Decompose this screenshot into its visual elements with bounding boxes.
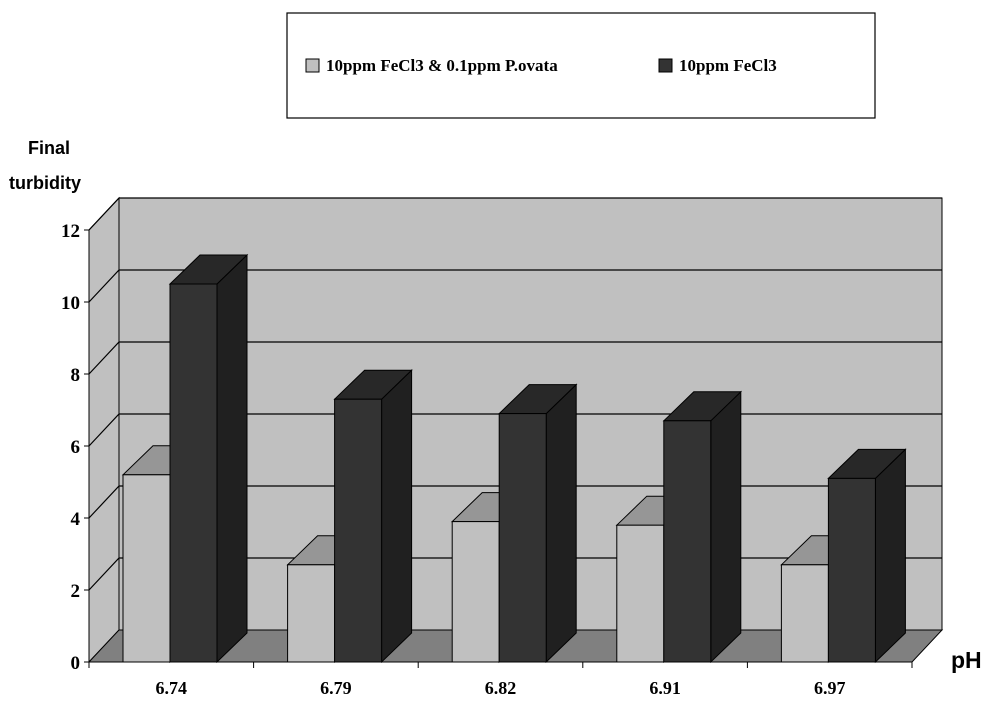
bar-front xyxy=(663,420,712,663)
bar-2-6.97 xyxy=(827,448,907,664)
bar-side xyxy=(710,390,742,664)
bar-front xyxy=(334,398,383,663)
legend: 10ppm FeCl3 & 0.1ppm P.ovata 10ppm FeCl3 xyxy=(286,12,876,119)
bar-front xyxy=(780,564,829,663)
bar-side xyxy=(874,448,906,664)
bar-front xyxy=(287,564,336,663)
legend-label-series-2: 10ppm FeCl3 xyxy=(679,56,777,75)
x-axis: 6.74 6.79 6.82 6.91 6.97 xyxy=(88,661,913,698)
y-tick-label: 2 xyxy=(71,581,81,602)
bar-front xyxy=(169,283,218,663)
y-axis: 0 2 4 6 8 10 12 xyxy=(61,221,90,674)
gridline xyxy=(88,197,942,231)
y-axis-title: Final turbidity xyxy=(9,138,81,193)
y-tick-label: 6 xyxy=(71,437,81,458)
gridline xyxy=(88,413,942,447)
x-tick-label: 6.82 xyxy=(485,678,517,698)
bar-side xyxy=(381,369,413,664)
x-tick-label: 6.79 xyxy=(320,678,352,698)
bar-side xyxy=(216,253,248,664)
bar-front xyxy=(122,474,171,663)
bar-2-6.79 xyxy=(333,369,413,664)
y-tick-label: 12 xyxy=(61,221,80,242)
legend-label-series-1: 10ppm FeCl3 & 0.1ppm P.ovata xyxy=(326,56,558,75)
gridline xyxy=(88,269,942,303)
bar-front xyxy=(498,413,547,663)
y-axis-title-line-2: turbidity xyxy=(9,173,81,193)
y-tick-label: 0 xyxy=(71,653,81,674)
bar-front xyxy=(616,524,665,663)
x-tick-label: 6.74 xyxy=(156,678,188,698)
bar-2-6.82 xyxy=(497,383,578,664)
legend-swatch-series-1 xyxy=(305,58,320,73)
legend-swatch-series-2 xyxy=(658,58,673,73)
bar-2-6.91 xyxy=(662,390,743,664)
y-tick-label: 10 xyxy=(61,293,80,314)
x-axis-title: pH xyxy=(951,647,982,673)
bar-front xyxy=(827,477,876,663)
y-tick-label: 8 xyxy=(71,365,81,386)
bar-side xyxy=(545,383,577,664)
legend-frame xyxy=(286,12,876,119)
y-axis-title-line-1: Final xyxy=(28,138,70,158)
x-tick-label: 6.91 xyxy=(649,678,681,698)
y-tick-label: 4 xyxy=(71,509,81,530)
bars xyxy=(121,253,907,664)
x-tick-label: 6.97 xyxy=(814,678,846,698)
bar-front xyxy=(451,521,500,663)
gridline xyxy=(88,341,942,375)
bar-2-6.74 xyxy=(168,253,249,664)
